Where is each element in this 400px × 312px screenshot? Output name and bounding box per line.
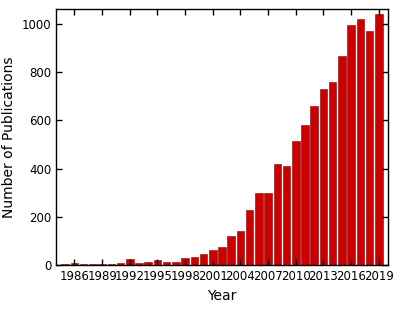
- Bar: [80, 264, 88, 265]
- Bar: [117, 263, 124, 265]
- Bar: [172, 261, 180, 265]
- Bar: [292, 141, 300, 265]
- Bar: [329, 82, 336, 265]
- Bar: [366, 31, 373, 265]
- Bar: [181, 258, 189, 265]
- Bar: [375, 14, 382, 265]
- Bar: [356, 19, 364, 265]
- Bar: [71, 263, 78, 265]
- Y-axis label: Number of Publications: Number of Publications: [2, 56, 16, 218]
- Bar: [144, 261, 152, 265]
- Bar: [237, 232, 244, 265]
- Bar: [98, 264, 106, 265]
- Bar: [320, 89, 327, 265]
- Bar: [218, 247, 226, 265]
- Bar: [209, 250, 216, 265]
- Bar: [163, 261, 170, 265]
- Bar: [154, 261, 161, 265]
- Bar: [190, 257, 198, 265]
- Bar: [338, 56, 346, 265]
- Bar: [246, 210, 254, 265]
- Bar: [200, 254, 207, 265]
- Bar: [62, 264, 69, 265]
- Bar: [126, 259, 134, 265]
- Bar: [264, 193, 272, 265]
- Bar: [255, 193, 263, 265]
- Bar: [301, 125, 309, 265]
- Bar: [347, 25, 355, 265]
- X-axis label: Year: Year: [207, 289, 237, 303]
- Bar: [228, 236, 235, 265]
- Bar: [135, 263, 143, 265]
- Bar: [310, 106, 318, 265]
- Bar: [283, 166, 290, 265]
- Bar: [108, 264, 115, 265]
- Bar: [274, 164, 281, 265]
- Bar: [89, 264, 97, 265]
